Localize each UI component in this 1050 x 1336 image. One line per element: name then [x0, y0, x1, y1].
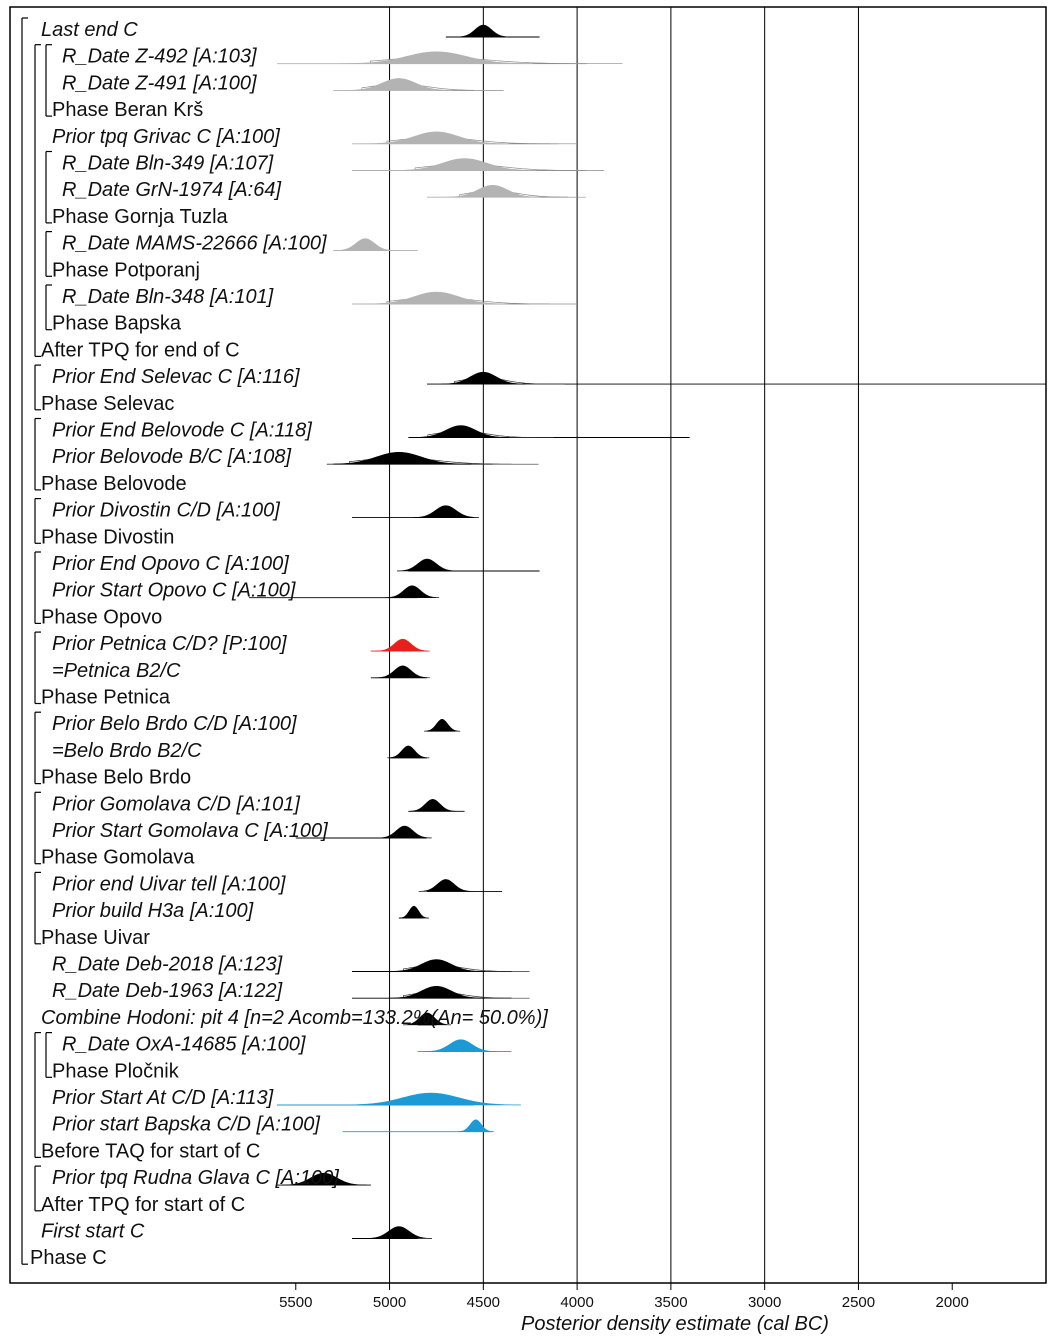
prior-label: Prior Start At C/D [A:113] — [52, 1087, 274, 1109]
density-curve — [375, 638, 430, 652]
x-tick-label: 5000 — [373, 1294, 406, 1311]
prior-label: Prior Petnica C/D? [P:100] — [52, 633, 287, 655]
density-curve — [412, 505, 480, 518]
row-labels: Last end C R_Date Z-492 [A:103] R_Date Z-4… — [30, 19, 548, 1269]
density-curve — [388, 959, 485, 972]
prior-label: Prior build H3a [A:100] — [52, 900, 254, 922]
density-curve — [455, 24, 511, 38]
prior-label: First start C — [41, 1221, 145, 1243]
phase-label: After TPQ for end of C — [41, 339, 240, 361]
prior-label: Last end C — [41, 19, 138, 41]
prior-label: Prior Gomolava C/D [A:101] — [52, 793, 300, 815]
prior-label: R_Date Deb-2018 [A:123] — [52, 954, 283, 976]
density-curve — [334, 238, 396, 251]
prior-label: R_Date Z-492 [A:103] — [62, 46, 257, 68]
phase-label: Phase Pločnik — [52, 1060, 180, 1082]
prior-label: Prior Start Gomolava C [A:100] — [52, 820, 328, 842]
density-curve — [424, 1039, 498, 1052]
prior-label: Prior Belo Brdo C/D [A:100] — [52, 713, 297, 735]
prior-label: R_Date Deb-1963 [A:122] — [52, 980, 283, 1002]
density-curve — [364, 131, 509, 145]
density-curve — [375, 665, 430, 679]
phase-label: Phase Divostin — [41, 526, 174, 548]
x-tick-label: 3000 — [748, 1294, 781, 1311]
density-curve — [408, 799, 457, 812]
density-curve — [398, 905, 430, 919]
density-curve — [344, 78, 454, 91]
phase-label: After TPQ for start of C — [41, 1194, 245, 1216]
plot-frame — [9, 6, 1047, 1284]
density-curve — [281, 1172, 367, 1186]
density-curve — [457, 1119, 495, 1132]
prior-label: R_Date Bln-348 [A:101] — [62, 286, 274, 308]
density-curve — [423, 718, 461, 732]
x-tick-label: 2000 — [936, 1294, 969, 1311]
density-curve — [340, 1092, 522, 1106]
prior-label: Prior tpq Grivac C [A:100] — [52, 126, 280, 148]
prior-label: Prior Start Opovo C [A:100] — [52, 580, 296, 602]
prior-label: R_Date OxA-14685 [A:100] — [62, 1034, 306, 1056]
prior-label: Prior Belovode B/C [A:108] — [52, 446, 291, 468]
density-curve — [377, 825, 432, 839]
grid-lines — [389, 7, 859, 1283]
prior-label: Prior End Selevac C [A:116] — [52, 366, 300, 388]
x-tick-label: 5500 — [279, 1294, 312, 1311]
density-curve — [387, 745, 430, 759]
x-tick-label: 2500 — [842, 1294, 875, 1311]
x-tick-label: 4500 — [467, 1294, 500, 1311]
prior-label: Prior tpq Rudna Glava C [A:100] — [52, 1167, 339, 1189]
prior-label: Combine Hodoni: pit 4 [n=2 Acomb=133.2%(… — [41, 1007, 548, 1029]
prior-label: Prior End Opovo C [A:100] — [52, 553, 289, 575]
density-curve — [412, 425, 510, 438]
prior-label: Prior end Uivar tell [A:100] — [52, 873, 286, 895]
phase-label: Phase Gornja Tuzla — [52, 206, 229, 228]
phase-label: Phase Selevac — [41, 393, 174, 415]
x-axis-title: Posterior density estimate (cal BC) — [521, 1313, 829, 1335]
density-curve — [444, 184, 542, 198]
phase-label: Before TAQ for start of C — [41, 1140, 260, 1162]
density-curve — [364, 291, 509, 305]
phase-label: Phase Belovode — [41, 473, 187, 495]
prior-label: R_Date Bln-349 [A:107] — [62, 153, 274, 175]
density-curve — [365, 1226, 433, 1239]
phase-label: Phase Uivar — [41, 927, 150, 949]
phase-label: Phase C — [30, 1247, 107, 1269]
phase-label: Phase Opovo — [41, 606, 162, 628]
prior-label: Prior start Bapska C/D [A:100] — [52, 1114, 320, 1136]
density-curve — [418, 879, 474, 892]
phase-brackets — [21, 17, 52, 1265]
prior-label: R_Date MAMS-22666 [A:100] — [62, 233, 327, 255]
density-curve — [388, 985, 485, 999]
prior-label: Prior Divostin C/D [A:100] — [52, 500, 280, 522]
phase-label: Phase Belo Brdo — [41, 767, 191, 789]
density-curve — [340, 51, 533, 64]
density-curve — [384, 585, 440, 598]
density-curve — [326, 451, 472, 465]
phase-label: Phase Gomolava — [41, 847, 195, 869]
prior-label: =Petnica B2/C — [52, 660, 181, 682]
density-curve — [396, 558, 458, 572]
density-curve — [440, 371, 526, 385]
prior-label: R_Date GrN-1974 [A:64] — [62, 179, 281, 201]
phase-label: Phase Potporanj — [52, 259, 200, 281]
prior-label: Prior End Belovode C [A:118] — [52, 420, 312, 442]
phase-label: Phase Petnica — [41, 687, 171, 709]
prior-label: =Belo Brdo B2/C — [52, 740, 202, 762]
phase-label: Phase Beran Krš — [52, 99, 203, 121]
x-tick-label: 3500 — [654, 1294, 687, 1311]
density-curve — [392, 158, 537, 171]
density-curve — [402, 1012, 452, 1026]
x-tick-label: 4000 — [560, 1294, 593, 1311]
x-axis-ticks: 5500 5000 4500 4000 3500 3000 2500 2000 — [279, 1283, 969, 1311]
density-curves — [248, 24, 1046, 1239]
phase-label: Phase Bapska — [52, 313, 182, 335]
prior-label: R_Date Z-491 [A:100] — [62, 72, 257, 94]
